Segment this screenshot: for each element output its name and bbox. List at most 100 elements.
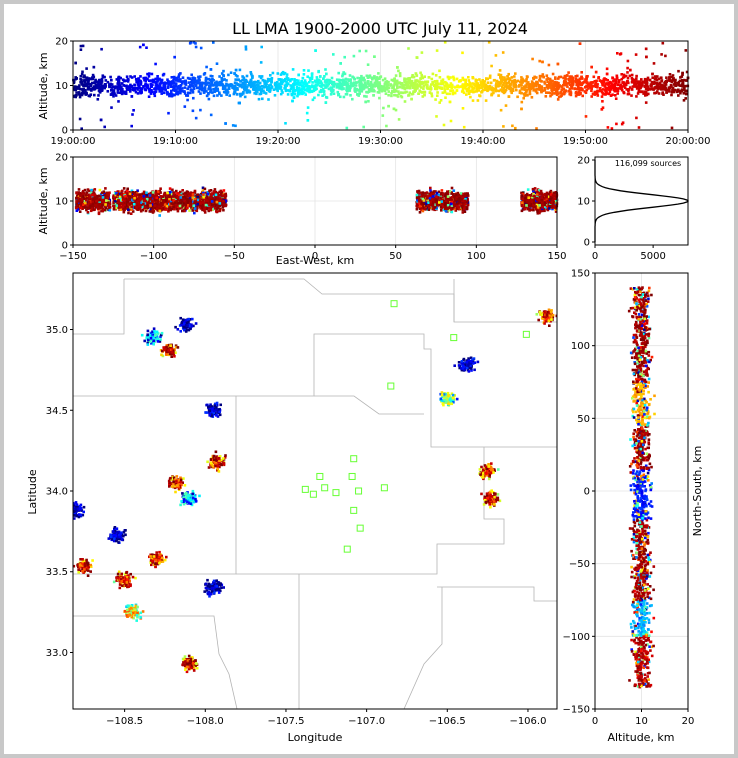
- vhf-source-mark: [195, 79, 198, 83]
- vhf-source-mark: [507, 80, 511, 84]
- vhf-source-mark: [146, 86, 150, 90]
- vhf-source-mark: [531, 85, 535, 88]
- vhf-source-mark: [350, 82, 353, 86]
- vhf-source-mark: [128, 204, 131, 207]
- vhf-source-mark: [146, 77, 149, 81]
- vhf-source-mark: [403, 86, 406, 90]
- vhf-source-mark: [622, 85, 626, 88]
- vhf-source-mark: [176, 92, 180, 96]
- vhf-source-mark: [464, 82, 467, 86]
- vhf-source-mark: [370, 76, 373, 79]
- vhf-source-mark: [514, 72, 517, 75]
- vhf-source-mark: [335, 78, 339, 81]
- vhf-source-mark: [260, 88, 264, 91]
- vhf-source-mark: [684, 49, 688, 52]
- vhf-source-mark: [166, 193, 170, 196]
- vhf-source-mark: [143, 88, 147, 91]
- vhf-source-mark: [72, 95, 76, 98]
- vhf-source-mark: [346, 78, 350, 81]
- vhf-source-mark: [381, 114, 385, 117]
- vhf-source-mark: [82, 79, 86, 82]
- vhf-source-mark: [108, 191, 111, 194]
- vhf-source-mark: [602, 80, 606, 83]
- vhf-source-mark: [425, 85, 429, 89]
- vhf-source-mark: [617, 80, 621, 84]
- vhf-source-mark: [393, 89, 397, 92]
- vhf-source-mark: [579, 92, 582, 95]
- vhf-source-mark: [490, 86, 494, 89]
- vhf-source-mark: [548, 77, 552, 81]
- vhf-source-mark: [212, 79, 215, 82]
- vhf-source-mark: [247, 84, 250, 87]
- vhf-source-mark: [404, 83, 407, 87]
- vhf-source-mark: [481, 88, 485, 92]
- vhf-source-mark: [626, 71, 629, 74]
- vhf-source-mark: [420, 91, 424, 94]
- vhf-source-mark: [116, 195, 120, 198]
- vhf-source-mark: [134, 90, 138, 94]
- vhf-source-mark: [444, 80, 447, 84]
- vhf-source-mark: [461, 76, 465, 80]
- vhf-source-mark: [113, 92, 116, 95]
- y-tick-label: 0: [62, 126, 68, 137]
- vhf-source-mark: [183, 105, 187, 108]
- vhf-source-mark: [98, 198, 102, 202]
- vhf-source-mark: [321, 83, 324, 87]
- vhf-source-mark: [303, 79, 307, 82]
- vhf-source-mark: [480, 90, 484, 93]
- vhf-source-mark: [179, 91, 182, 95]
- vhf-source-mark: [472, 90, 475, 94]
- vhf-source-mark: [535, 127, 538, 130]
- vhf-source-mark: [609, 84, 612, 88]
- vhf-source-mark: [533, 75, 536, 79]
- vhf-source-mark: [520, 91, 523, 95]
- vhf-source-mark: [264, 92, 268, 95]
- vhf-source-mark: [133, 83, 136, 87]
- vhf-source-mark: [194, 194, 197, 198]
- vhf-source-mark: [153, 94, 157, 98]
- vhf-source-mark: [124, 190, 127, 194]
- vhf-source-mark: [129, 75, 132, 78]
- vhf-source-mark: [681, 73, 684, 76]
- vhf-source-mark: [541, 73, 545, 76]
- vhf-source-mark: [128, 85, 131, 88]
- vhf-source-mark: [139, 75, 142, 78]
- vhf-source-mark: [557, 95, 561, 99]
- lma-figure: LL LMA 1900-2000 UTC July 11, 2024 19:00…: [26, 19, 710, 744]
- vhf-source-mark: [398, 74, 402, 78]
- vhf-source-mark: [86, 211, 90, 214]
- vhf-source-mark: [80, 199, 84, 203]
- vhf-source-mark: [452, 77, 456, 81]
- vhf-source-mark: [149, 82, 153, 86]
- vhf-source-mark: [175, 189, 178, 193]
- vhf-source-mark: [397, 81, 401, 84]
- vhf-source-mark: [137, 193, 141, 196]
- vhf-source-mark: [568, 87, 572, 91]
- vhf-source-mark: [571, 76, 575, 80]
- vhf-source-mark: [573, 87, 577, 90]
- vhf-source-mark: [97, 203, 101, 206]
- vhf-source-mark: [160, 81, 163, 84]
- vhf-source-mark: [205, 82, 209, 85]
- vhf-source-mark: [139, 80, 143, 84]
- vhf-source-mark: [194, 116, 198, 120]
- vhf-source-mark: [161, 73, 165, 77]
- vhf-source-mark: [530, 80, 534, 83]
- vhf-source-mark: [135, 86, 139, 90]
- vhf-source-mark: [106, 191, 109, 195]
- vhf-source-mark: [499, 73, 503, 77]
- x-tick-label: 19:50:00: [563, 136, 608, 147]
- vhf-source-mark: [568, 75, 572, 78]
- vhf-source-mark: [604, 78, 608, 81]
- vhf-source-mark: [609, 94, 613, 97]
- vhf-source-mark: [625, 88, 628, 91]
- vhf-source-mark: [405, 82, 408, 85]
- vhf-source-mark: [396, 95, 400, 98]
- vhf-source-mark: [233, 84, 236, 88]
- vhf-source-mark: [475, 90, 478, 93]
- vhf-source-mark: [254, 89, 258, 93]
- vhf-source-mark: [216, 89, 220, 92]
- vhf-source-mark: [82, 88, 85, 91]
- vhf-source-mark: [136, 206, 140, 210]
- vhf-source-mark: [310, 85, 314, 88]
